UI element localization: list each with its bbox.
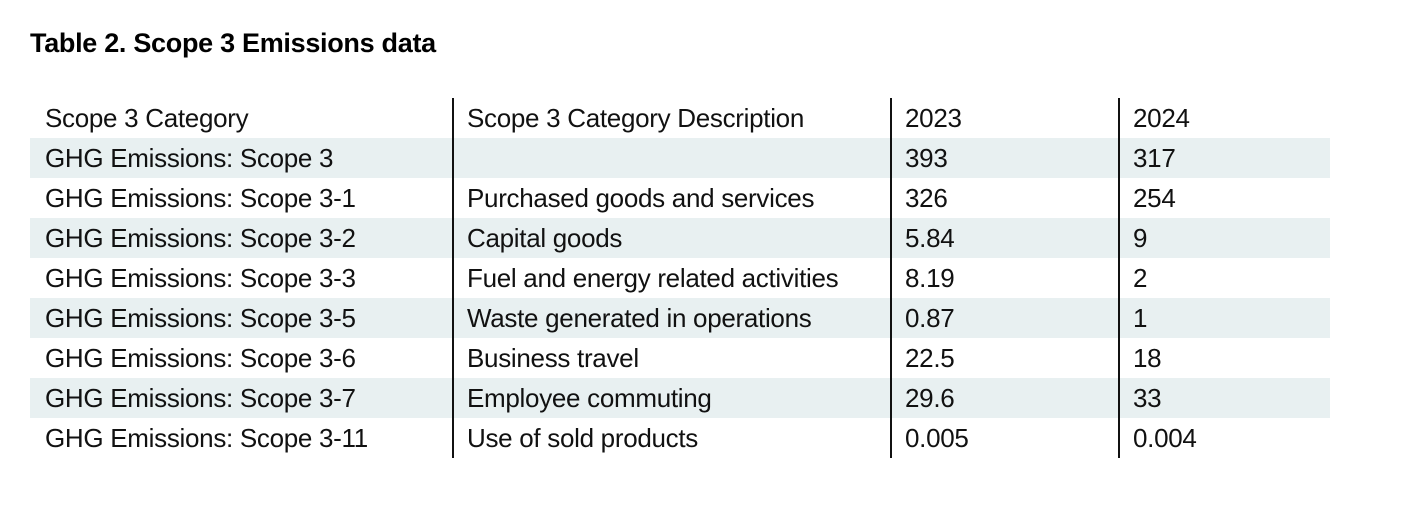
- table-row: GHG Emissions: Scope 3 393 317: [30, 138, 1330, 178]
- cell-2023: 0.005: [890, 418, 1118, 458]
- cell-category: GHG Emissions: Scope 3-3: [45, 262, 356, 293]
- column-header-2023: 2023: [890, 98, 1118, 138]
- table-row: GHG Emissions: Scope 3-5 Waste generated …: [30, 298, 1330, 338]
- cell-category: GHG Emissions: Scope 3-5: [45, 302, 356, 333]
- cell-2024: 9: [1118, 218, 1330, 258]
- cell-2023: 326: [890, 178, 1118, 218]
- table-row: GHG Emissions: Scope 3-1 Purchased goods …: [30, 178, 1330, 218]
- cell-description: Waste generated in operations: [452, 298, 890, 338]
- page-title: Table 2. Scope 3 Emissions data: [30, 28, 436, 58]
- cell-2024: 317: [1118, 138, 1330, 178]
- cell-2023: 393: [890, 138, 1118, 178]
- table-row: GHG Emissions: Scope 3-3 Fuel and energy …: [30, 258, 1330, 298]
- cell-2024: 254: [1118, 178, 1330, 218]
- cell-description: Purchased goods and services: [452, 178, 890, 218]
- column-header-category: Scope 3 Category: [45, 102, 249, 133]
- cell-2024: 33: [1118, 378, 1330, 418]
- cell-2023: 5.84: [890, 218, 1118, 258]
- cell-category: GHG Emissions: Scope 3: [45, 142, 334, 173]
- cell-category: GHG Emissions: Scope 3-6: [45, 342, 356, 373]
- cell-2024: 0.004: [1118, 418, 1330, 458]
- cell-description: Capital goods: [452, 218, 890, 258]
- cell-description: Fuel and energy related activities: [452, 258, 890, 298]
- cell-description: Use of sold products: [452, 418, 890, 458]
- cell-category: GHG Emissions: Scope 3-1: [45, 182, 356, 213]
- table-row: GHG Emissions: Scope 3-6 Business travel 2…: [30, 338, 1330, 378]
- cell-category: GHG Emissions: Scope 3-7: [45, 382, 356, 413]
- column-header-2024: 2024: [1118, 98, 1330, 138]
- cell-category: GHG Emissions: Scope 3-11: [45, 422, 368, 453]
- column-header-description: Scope 3 Category Description: [452, 98, 890, 138]
- cell-2023: 29.6: [890, 378, 1118, 418]
- cell-description: Business travel: [452, 338, 890, 378]
- cell-2024: 18: [1118, 338, 1330, 378]
- cell-2024: 1: [1118, 298, 1330, 338]
- table-row: GHG Emissions: Scope 3-7 Employee commuti…: [30, 378, 1330, 418]
- table-row: GHG Emissions: Scope 3-11 Use of sold pro…: [30, 418, 1330, 458]
- cell-2023: 8.19: [890, 258, 1118, 298]
- cell-2024: 2: [1118, 258, 1330, 298]
- cell-2023: 22.5: [890, 338, 1118, 378]
- table-row: GHG Emissions: Scope 3-2 Capital goods 5.8…: [30, 218, 1330, 258]
- table-header-row: Scope 3 Category Scope 3 Category Descri…: [30, 98, 1330, 138]
- scope3-emissions-table: Scope 3 Category Scope 3 Category Descri…: [30, 98, 1330, 458]
- cell-2023: 0.87: [890, 298, 1118, 338]
- cell-category: GHG Emissions: Scope 3-2: [45, 222, 356, 253]
- cell-description: Employee commuting: [452, 378, 890, 418]
- table-body: GHG Emissions: Scope 3 393 317 GHG Emission…: [30, 138, 1330, 458]
- cell-description: [452, 138, 890, 178]
